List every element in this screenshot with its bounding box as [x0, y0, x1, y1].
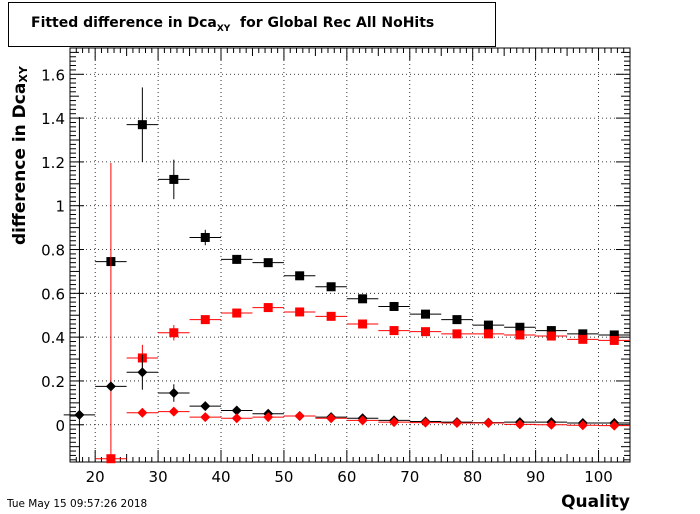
data-point-diamond: [609, 420, 620, 431]
data-point-square: [421, 309, 431, 319]
y-tick-label: 1.2: [41, 154, 65, 172]
title-suffix: for Global Rec All NoHits: [230, 15, 435, 31]
data-point-diamond: [483, 418, 494, 429]
data-point-diamond: [231, 413, 242, 424]
data-point-diamond: [74, 409, 85, 420]
data-point-square: [515, 330, 525, 340]
data-point-square: [326, 282, 336, 292]
data-point-square: [263, 303, 273, 313]
x-tick-label: 60: [337, 468, 356, 486]
data-point-diamond: [389, 417, 400, 428]
x-tick-label: 50: [274, 468, 293, 486]
data-point-square: [263, 258, 273, 268]
data-point-diamond: [577, 420, 588, 431]
chart-title: Fitted difference in DcaXY for Global Re…: [31, 15, 434, 34]
y-tick-label: 0.4: [41, 329, 65, 347]
data-point-square: [452, 315, 462, 325]
data-point-square: [232, 308, 242, 318]
data-point-square: [137, 120, 147, 130]
data-point-square: [232, 254, 242, 264]
data-point-square: [295, 307, 305, 317]
data-point-diamond: [263, 412, 274, 423]
data-point-diamond: [357, 415, 368, 426]
title-prefix: Fitted difference in Dca: [31, 15, 217, 31]
y-tick-label: 0: [55, 417, 65, 435]
y-tick-label: 1: [55, 198, 65, 216]
data-point-diamond: [326, 413, 337, 424]
data-point-square: [295, 271, 305, 281]
data-point-diamond: [168, 406, 179, 417]
data-point-square: [169, 328, 179, 338]
x-tick-label: 30: [149, 468, 168, 486]
data-point-diamond: [546, 419, 557, 430]
data-point-square: [515, 322, 525, 332]
data-point-square: [483, 329, 493, 339]
x-tick-label: 80: [463, 468, 482, 486]
x-tick-label: 100: [584, 468, 613, 486]
plot-frame: [69, 47, 631, 463]
x-tick-label: 90: [526, 468, 545, 486]
x-tick-label: 40: [211, 468, 230, 486]
y-axis-label-text: difference in Dca: [10, 82, 30, 245]
data-point-square: [358, 294, 368, 304]
data-point-diamond: [294, 411, 305, 421]
data-point-square: [578, 334, 588, 344]
data-point-square: [389, 326, 399, 336]
data-point-square: [546, 331, 556, 341]
data-point-diamond: [200, 401, 211, 412]
data-point-square: [358, 319, 368, 329]
data-point-diamond: [200, 412, 211, 423]
x-tick-label: 20: [86, 468, 105, 486]
data-point-square: [609, 335, 619, 345]
data-point-square: [483, 320, 493, 330]
datestamp: Tue May 15 09:57:26 2018: [7, 498, 148, 510]
data-point-square: [546, 326, 556, 336]
data-point-diamond: [168, 388, 179, 398]
data-point-diamond: [137, 367, 148, 378]
x-tick-label: 70: [400, 468, 419, 486]
data-point-square: [106, 454, 116, 464]
data-point-square: [452, 329, 462, 339]
data-point-square: [578, 329, 588, 339]
data-point-square: [389, 301, 399, 311]
y-tick-label: 0.8: [41, 242, 65, 260]
data-point-square: [200, 232, 210, 242]
y-tick-label: 1.6: [41, 66, 65, 84]
y-tick-label: 1.4: [41, 110, 65, 128]
title-subscript: XY: [216, 24, 231, 34]
y-tick-label: 0.2: [41, 373, 65, 391]
y-axis-label: difference in DcaXY: [10, 66, 30, 245]
data-point-diamond: [231, 405, 242, 416]
data-point-diamond: [137, 407, 148, 418]
data-point-square: [169, 174, 179, 184]
y-tick-label: 0.6: [41, 285, 65, 303]
data-point-square: [326, 311, 336, 321]
data-point-square: [609, 330, 619, 340]
x-axis-label: Quality: [561, 492, 630, 512]
title-box: Fitted difference in DcaXY for Global Re…: [8, 2, 496, 47]
data-point-diamond: [420, 417, 431, 428]
y-axis-label-subscript: XY: [17, 66, 30, 83]
data-point-diamond: [105, 381, 116, 392]
data-point-square: [200, 315, 210, 325]
data-point-diamond: [514, 419, 525, 430]
data-point-diamond: [451, 418, 462, 429]
data-point-square: [421, 327, 431, 337]
